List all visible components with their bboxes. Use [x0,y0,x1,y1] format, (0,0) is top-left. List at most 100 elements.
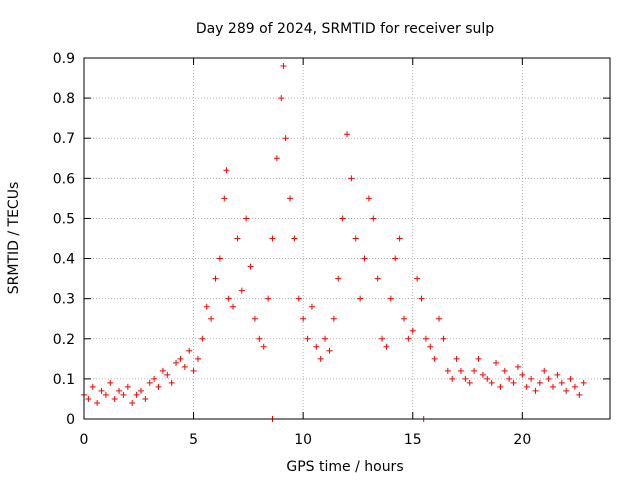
data-point [225,295,232,302]
data-point [194,355,201,362]
data-point [137,387,144,394]
data-point [295,295,302,302]
data-point [558,379,565,386]
x-tick-labels: 0 5 10 15 20 [80,432,532,448]
data-point [550,383,557,390]
data-point [326,347,333,354]
data-points [81,63,587,422]
data-point [479,371,486,378]
data-point [392,255,399,262]
data-point [339,215,346,222]
data-point [89,383,96,390]
data-point [291,235,298,242]
y-tick-label: 0 [66,412,75,428]
data-point [223,167,230,174]
data-point [322,335,329,342]
data-point [85,395,92,402]
y-tick-label: 0.9 [53,51,75,67]
y-tick-label: 0.8 [53,91,75,107]
data-point [208,315,215,322]
data-point [488,379,495,386]
data-point [449,375,456,382]
data-point [133,391,140,398]
data-point [567,375,574,382]
data-point [348,175,355,182]
data-point [256,335,263,342]
x-tick-label: 10 [294,432,312,448]
data-point [519,371,526,378]
data-point [444,367,451,374]
data-point [493,359,500,366]
y-tick-label: 0.5 [53,211,75,227]
data-point [116,387,123,394]
data-point [313,343,320,350]
data-point [216,255,223,262]
data-point [300,315,307,322]
y-tick-label: 0.1 [53,372,75,388]
data-point [203,303,210,310]
data-point [471,367,478,374]
x-tick-label: 0 [80,432,89,448]
data-point [111,395,118,402]
data-point [510,379,517,386]
data-point [431,355,438,362]
plot-frame [83,57,611,420]
data-point [107,379,114,386]
data-point [181,363,188,370]
data-point [120,391,127,398]
data-point [94,399,101,406]
data-point [251,315,258,322]
y-tick-label: 0.2 [53,332,75,348]
x-tick-label: 20 [513,432,531,448]
y-tick-label: 0.6 [53,171,75,187]
data-point [400,315,407,322]
data-point [514,363,521,370]
data-point [273,155,280,162]
data-point [528,375,535,382]
data-point [475,355,482,362]
data-point [159,367,166,374]
data-point [387,295,394,302]
data-point [146,379,153,386]
data-point [124,383,131,390]
plot-background [84,58,610,419]
data-point [344,131,350,138]
data-point [234,235,241,242]
data-point [230,303,237,310]
data-point [563,387,570,394]
data-point [422,335,429,342]
data-point [221,195,228,202]
data-point [269,235,276,242]
data-point [190,367,197,374]
data-point [102,391,109,398]
y-tick-label: 0.4 [53,252,75,268]
data-point [383,343,390,350]
y-tick-labels: 0 0.1 0.2 0.3 0.4 0.5 0.6 0.7 0.8 0.9 [53,51,75,428]
data-point [265,295,272,302]
data-point [164,371,171,378]
data-point [536,379,543,386]
data-point [330,315,337,322]
data-point [280,63,287,70]
data-point [247,263,254,270]
data-point [155,383,162,390]
data-point [418,295,425,302]
x-tick-label: 15 [404,432,422,448]
chart-title: Day 289 of 2024, SRMTID for receiver sul… [196,21,494,37]
data-point [436,315,443,322]
data-point [541,367,548,374]
data-point [379,335,386,342]
data-point [370,215,377,222]
data-point [440,335,447,342]
data-point [308,303,315,310]
x-tick-label: 5 [189,432,198,448]
data-point [414,275,421,282]
data-point [571,383,578,390]
data-point [501,367,508,374]
data-point [317,355,324,362]
data-point [523,383,530,390]
data-point [260,343,267,350]
data-point [335,275,342,282]
data-point [396,235,403,242]
